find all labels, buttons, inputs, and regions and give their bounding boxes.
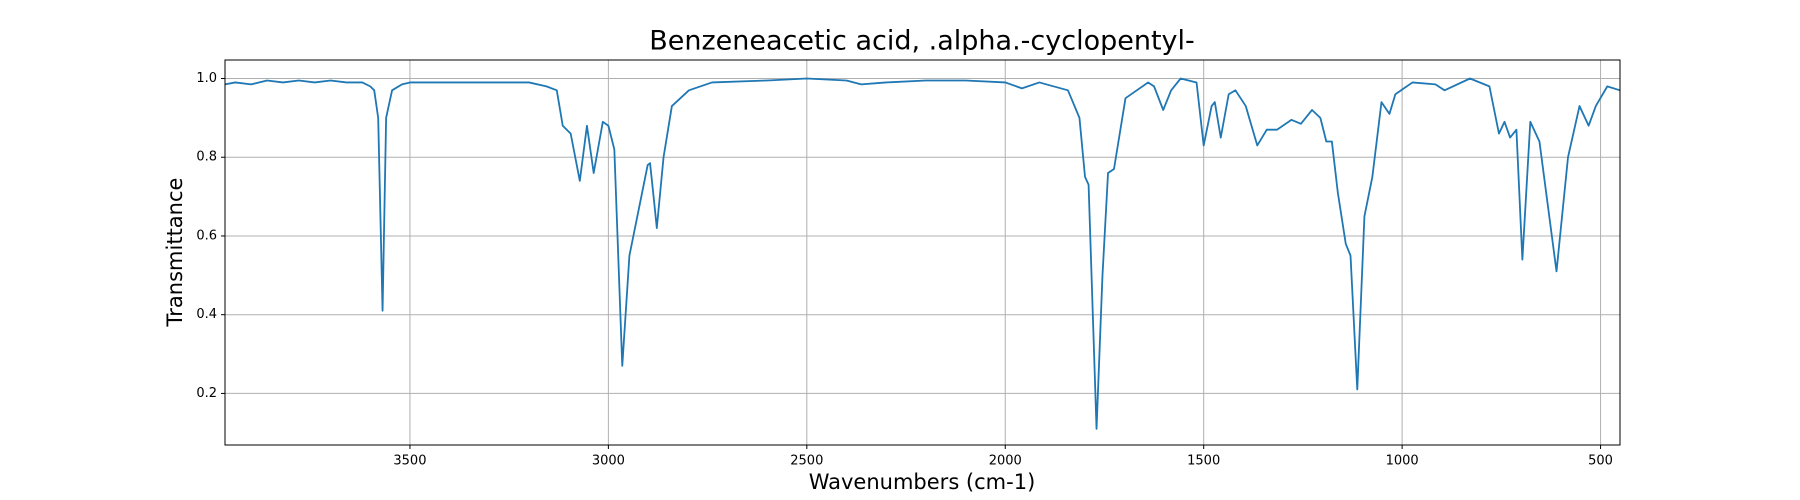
- x-tick-label: 3000: [592, 454, 625, 469]
- x-tick-label: 3500: [393, 454, 426, 469]
- y-tick-label: 0.4: [196, 307, 217, 322]
- plot-frame: [224, 59, 1621, 446]
- y-axis-label: Transmittance: [163, 178, 187, 328]
- y-tick-label: 0.8: [196, 150, 217, 165]
- y-tick-label: 0.6: [196, 228, 217, 243]
- y-tick-label: 1.0: [196, 71, 217, 86]
- x-tick-label: 500: [1588, 454, 1613, 469]
- x-tick-label: 1500: [1187, 454, 1220, 469]
- x-tick-label: 1000: [1386, 454, 1419, 469]
- x-tick-label: 2500: [790, 454, 823, 469]
- y-tick-label: 0.2: [196, 386, 217, 401]
- x-tick-label: 2000: [989, 454, 1022, 469]
- x-axis-label: Wavenumbers (cm-1): [809, 470, 1036, 494]
- chart-title: Benzeneacetic acid, .alpha.-cyclopentyl-: [649, 26, 1195, 57]
- spectrum-line: [224, 77, 1621, 430]
